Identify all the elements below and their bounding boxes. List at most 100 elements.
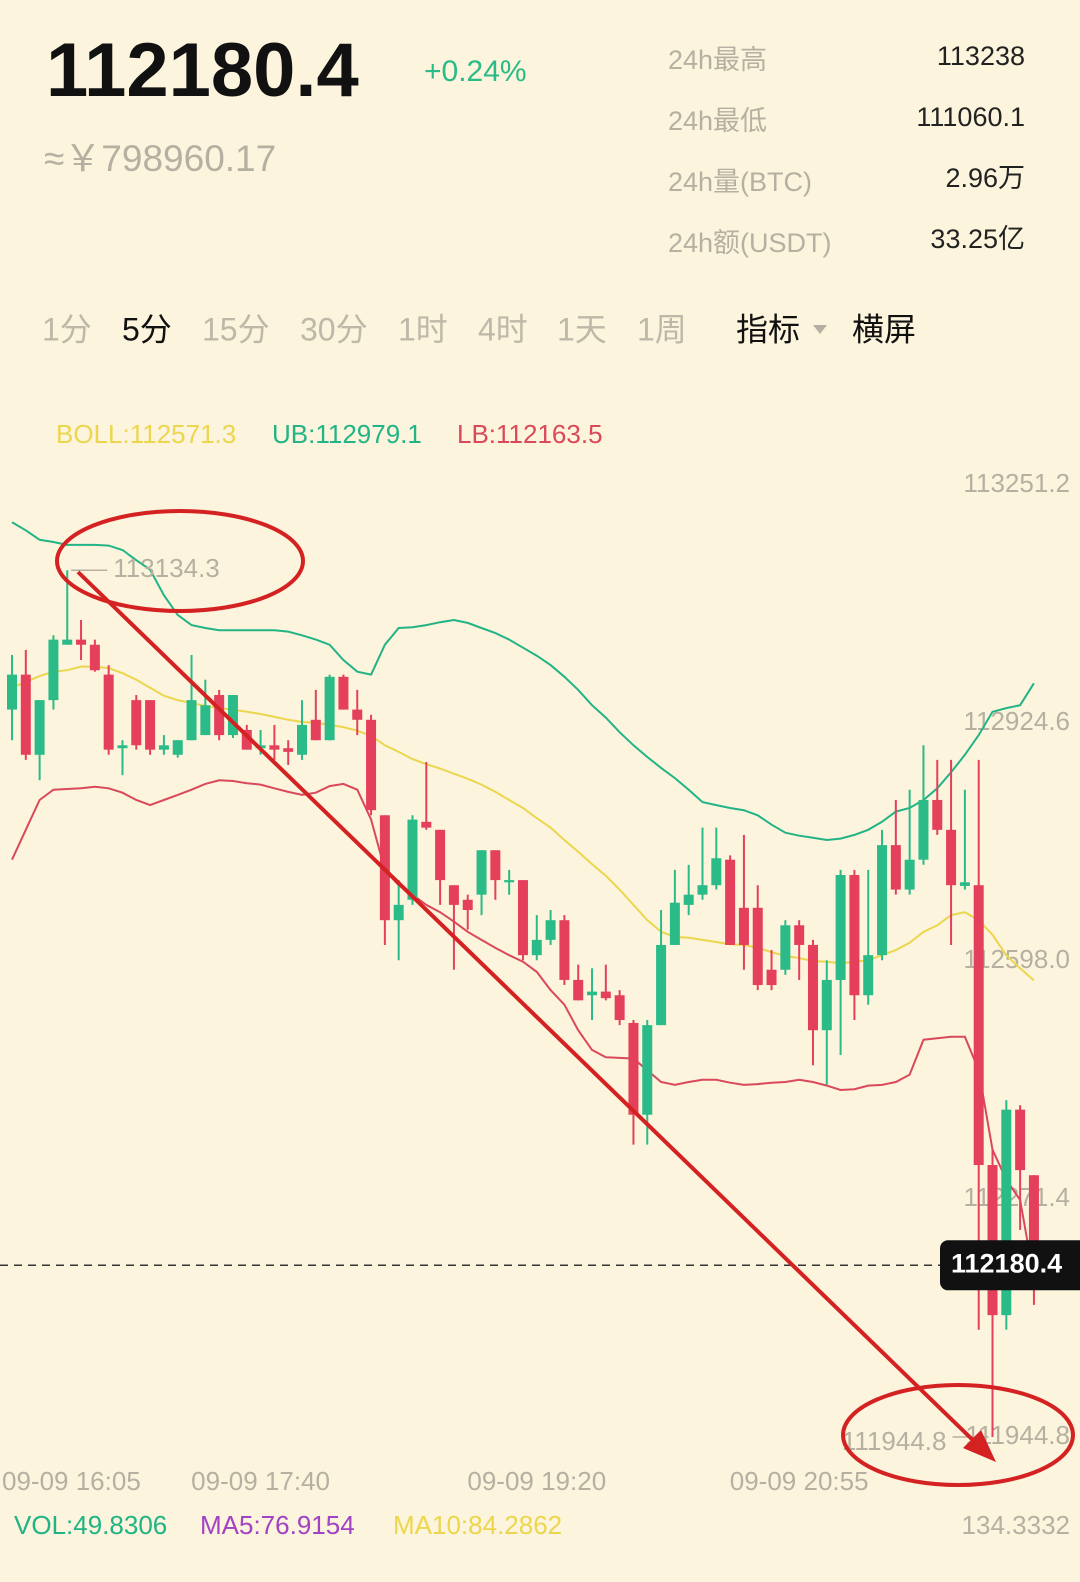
stat-value: 111060.1: [916, 102, 1025, 132]
candle-body: [531, 939, 542, 956]
legend-entry: BOLL:112571.3: [56, 419, 236, 449]
stat-label: 24h额(USDT): [668, 228, 832, 258]
stat-value: 2.96万: [945, 163, 1025, 193]
candle-body: [131, 700, 142, 746]
timeframe-tab[interactable]: 30分: [300, 311, 368, 347]
candle-body: [973, 885, 984, 1166]
dropdown-arrow: [813, 325, 827, 334]
annotation-arrowhead: [963, 1430, 996, 1462]
candle-body: [835, 875, 846, 980]
candle-body: [297, 724, 308, 755]
y-tick-label: 113251.2: [963, 468, 1070, 498]
candle-body: [462, 899, 473, 910]
candle-body: [200, 705, 211, 736]
volume-axis-label: 134.3332: [962, 1510, 1070, 1540]
band-line: [11, 779, 1035, 1278]
candle-body: [863, 955, 874, 996]
candle-body: [62, 639, 73, 645]
candle-body: [725, 859, 736, 945]
x-tick-label: 09-09 19:20: [467, 1466, 606, 1496]
candle-body: [48, 639, 59, 701]
timeframe-tab[interactable]: 1分: [42, 311, 92, 347]
timeframe-tab[interactable]: 5分: [122, 311, 172, 347]
candle-body: [393, 904, 404, 921]
annotation-ellipse: [841, 1383, 1075, 1487]
candle-body: [766, 969, 777, 986]
candle-body: [214, 695, 225, 736]
timeframe-tab[interactable]: 4时: [478, 311, 528, 347]
stat-label: 24h最高: [668, 45, 767, 75]
stat-value: 33.25亿: [930, 224, 1025, 254]
price-change: +0.24%: [424, 55, 527, 88]
last-price: 112180.4: [46, 28, 359, 113]
candle-body: [1028, 1175, 1039, 1266]
candle-body: [435, 829, 446, 881]
high-label: 113134.3: [113, 553, 220, 583]
candle-body: [656, 944, 667, 1026]
candle-body: [794, 925, 805, 945]
candle-body: [559, 920, 570, 980]
candle-body: [366, 719, 377, 811]
landscape-button[interactable]: 横屏: [852, 311, 916, 347]
legend-entry: LB:112163.5: [457, 419, 603, 449]
candle-body: [352, 709, 363, 720]
candle-body: [76, 639, 87, 645]
candle-body: [7, 674, 17, 710]
candle-body: [421, 821, 432, 828]
low-label: 111944.8: [842, 1426, 947, 1456]
candle-body: [269, 745, 280, 750]
candle-body: [490, 850, 501, 881]
band-line: [11, 521, 1035, 842]
candle-body: [517, 880, 528, 956]
candle-body: [504, 880, 515, 883]
timeframe-tab[interactable]: 1天: [557, 311, 607, 347]
annotation-ellipse: [55, 509, 305, 613]
price-tag-label: 112180.4: [951, 1248, 1062, 1278]
candle-body: [1015, 1109, 1026, 1171]
annotation-arrow: [76, 570, 982, 1449]
candle-body: [20, 674, 31, 755]
candle-body: [711, 858, 722, 886]
candle-body: [849, 875, 860, 996]
candle-body: [642, 1025, 653, 1115]
candle-body: [587, 991, 598, 996]
candle-body: [448, 885, 459, 905]
candle-body: [904, 859, 915, 890]
candle-body: [89, 644, 100, 671]
candle-body: [573, 979, 584, 1001]
x-tick-label: 09-09 20:55: [730, 1466, 869, 1496]
timeframe-tab[interactable]: 1时: [398, 311, 448, 347]
candle-body: [918, 799, 929, 860]
indicator-button[interactable]: 指标: [736, 311, 800, 347]
candle-body: [780, 925, 791, 970]
stat-label: 24h量(BTC): [668, 167, 812, 197]
x-tick-label: 09-09 16:05: [2, 1466, 141, 1496]
candle-body: [117, 745, 128, 749]
timeframe-tab[interactable]: 15分: [202, 311, 270, 347]
candle-body: [683, 894, 694, 905]
candle-body: [476, 850, 487, 895]
y-tick-label: 112271.4: [963, 1182, 1070, 1212]
candle-body: [738, 907, 749, 945]
legend-entry: UB:112979.1: [272, 419, 422, 449]
candle-body: [628, 1022, 639, 1115]
price-tag: [940, 1240, 1080, 1291]
candle-body: [158, 745, 169, 750]
candle-body: [752, 907, 763, 986]
volume-legend: VOL:49.8306: [14, 1510, 167, 1540]
candle-body: [890, 845, 901, 890]
candle-body: [338, 676, 349, 710]
candle-body: [324, 676, 335, 741]
candle-body: [310, 719, 321, 741]
candle-body: [821, 979, 832, 1031]
candle-body: [1001, 1109, 1012, 1316]
candle-body: [241, 729, 252, 750]
timeframe-tab[interactable]: 1周: [637, 311, 687, 347]
candle-body: [600, 991, 611, 999]
stat-value: 113238: [937, 41, 1025, 71]
candle-body: [186, 700, 197, 741]
candle-body: [987, 1165, 998, 1316]
y-tick-label: 112924.6: [963, 706, 1070, 736]
volume-legend: MA5:76.9154: [200, 1510, 355, 1540]
